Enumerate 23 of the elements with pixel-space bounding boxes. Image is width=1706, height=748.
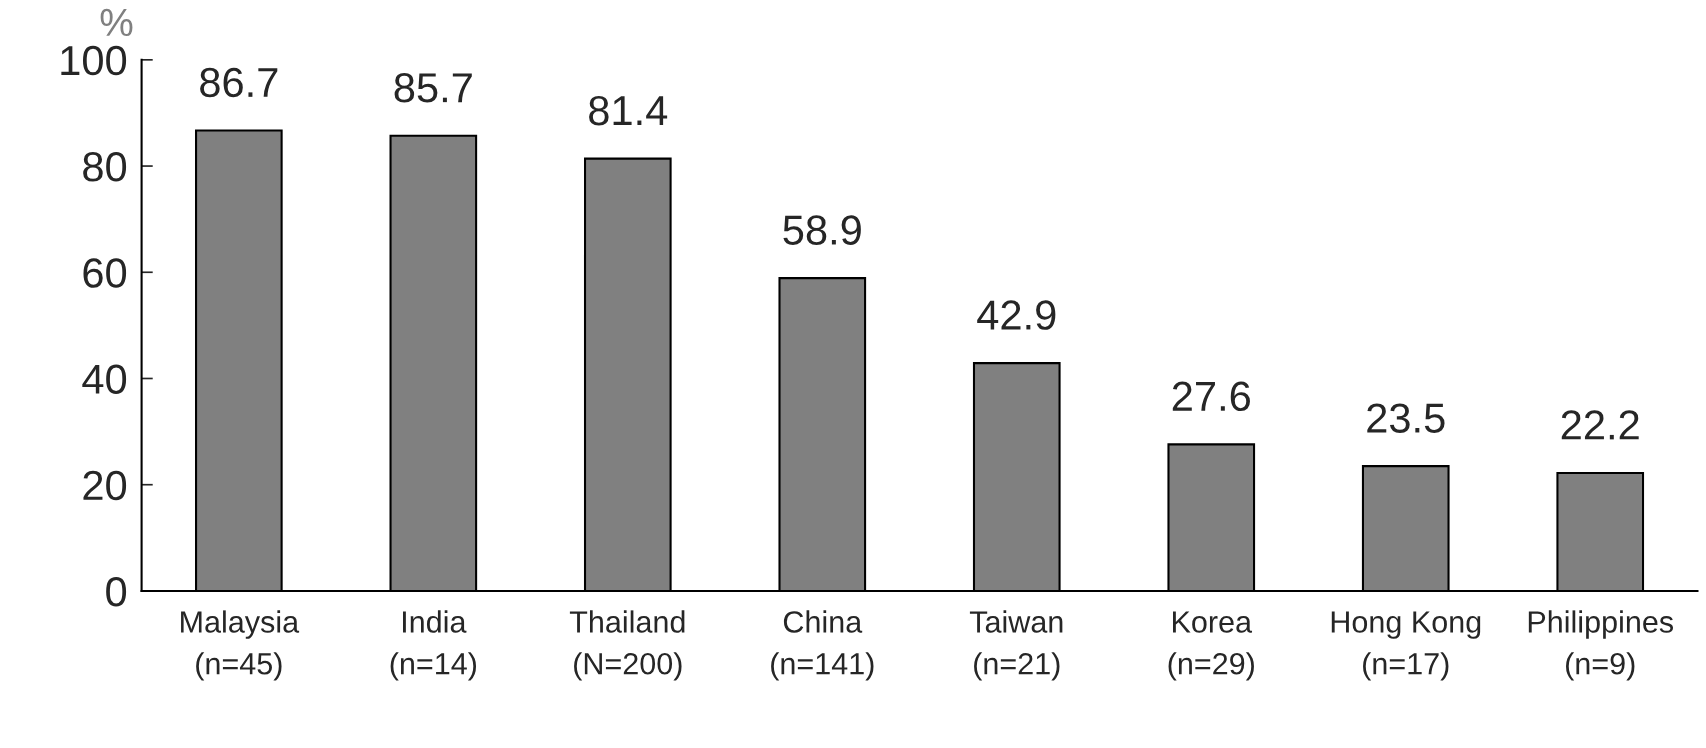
y-tick-label: 20 xyxy=(83,470,127,501)
x-tick-label: Malaysia (n=45) xyxy=(181,610,300,681)
y-tick-label: 80 xyxy=(83,152,127,182)
data-label: 58.9 xyxy=(783,215,861,245)
y-tick-label: 60 xyxy=(83,258,127,288)
data-label: 85.7 xyxy=(394,73,472,103)
y-axis-title: % xyxy=(100,8,133,37)
data-label: 42.9 xyxy=(977,300,1056,330)
data-label: 86.7 xyxy=(200,67,278,98)
data-label: 81.4 xyxy=(589,95,668,126)
x-tick-label: Thailand (N=200) xyxy=(569,610,685,681)
x-tick-label: Korea (n=29) xyxy=(1168,611,1254,681)
x-tick-label: Taiwan (n=21) xyxy=(969,610,1063,681)
y-tick-label: 100 xyxy=(61,45,127,76)
y-tick-label: 40 xyxy=(82,364,127,394)
x-tick-label: Philippines (n=9) xyxy=(1528,610,1674,681)
data-label: 23.5 xyxy=(1367,403,1445,433)
data-label: 27.6 xyxy=(1172,381,1250,412)
x-tick-label: China (n=141) xyxy=(771,610,874,681)
x-tick-label: Hong Kong (n=17) xyxy=(1331,611,1481,681)
x-tick-label: India (n=14) xyxy=(390,610,477,681)
data-label: 22.2 xyxy=(1561,410,1639,440)
y-tick-label: 0 xyxy=(106,576,127,607)
